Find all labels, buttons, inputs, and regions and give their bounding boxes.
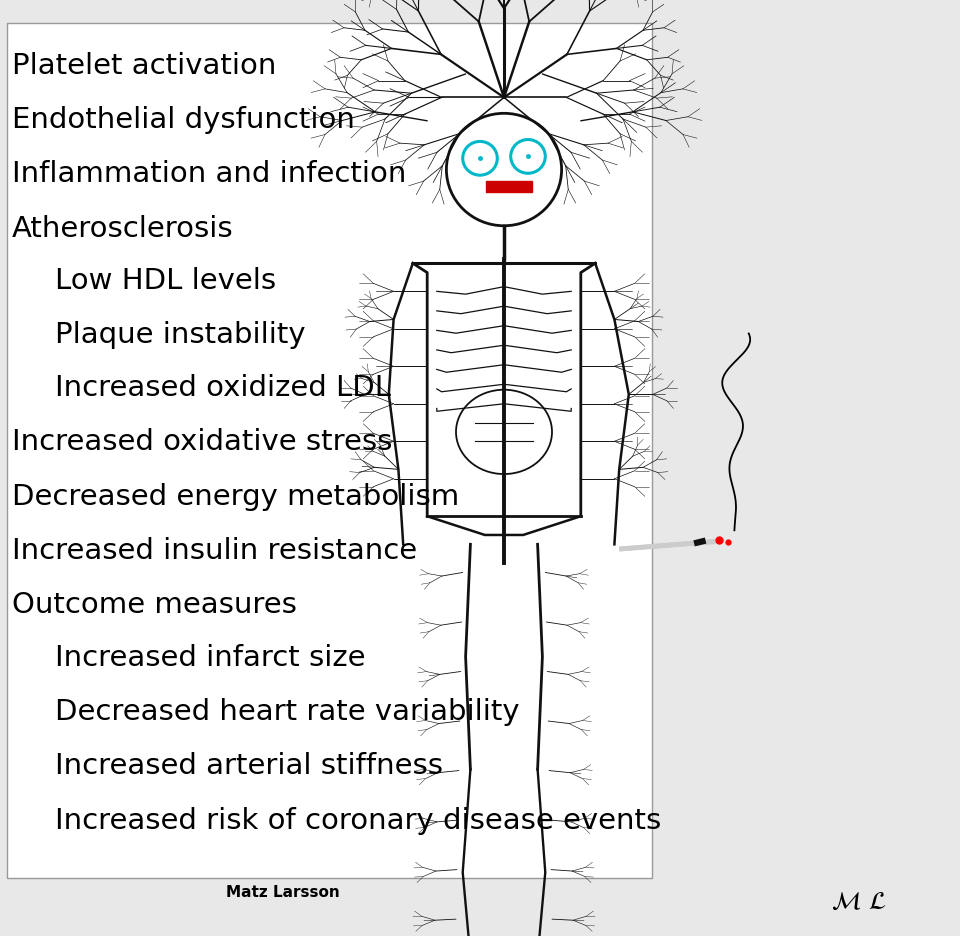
Text: Decreased energy metabolism: Decreased energy metabolism — [12, 482, 459, 510]
Text: Endothelial dysfunction: Endothelial dysfunction — [12, 106, 354, 134]
Text: Increased arterial stiffness: Increased arterial stiffness — [55, 752, 443, 780]
Text: Outcome measures: Outcome measures — [12, 591, 297, 619]
Text: Increased infarct size: Increased infarct size — [55, 643, 365, 671]
Text: Atherosclerosis: Atherosclerosis — [12, 214, 233, 242]
Text: $\mathcal{M}$ $\mathcal{L}$: $\mathcal{M}$ $\mathcal{L}$ — [831, 888, 887, 913]
Text: Increased insulin resistance: Increased insulin resistance — [12, 536, 417, 564]
Bar — [486, 182, 532, 193]
Text: Increased oxidative stress: Increased oxidative stress — [12, 428, 392, 456]
Text: Platelet activation: Platelet activation — [12, 51, 276, 80]
FancyBboxPatch shape — [7, 24, 652, 878]
Text: Plaque instability: Plaque instability — [55, 320, 305, 348]
Text: Inflammation and infection: Inflammation and infection — [12, 160, 406, 188]
Text: Low HDL levels: Low HDL levels — [55, 267, 276, 295]
Text: Decreased heart rate variability: Decreased heart rate variability — [55, 697, 519, 725]
Text: Matz Larsson: Matz Larsson — [227, 884, 340, 899]
Text: Increased oxidized LDL: Increased oxidized LDL — [55, 373, 391, 402]
Text: Increased risk of coronary disease events: Increased risk of coronary disease event… — [55, 806, 661, 834]
